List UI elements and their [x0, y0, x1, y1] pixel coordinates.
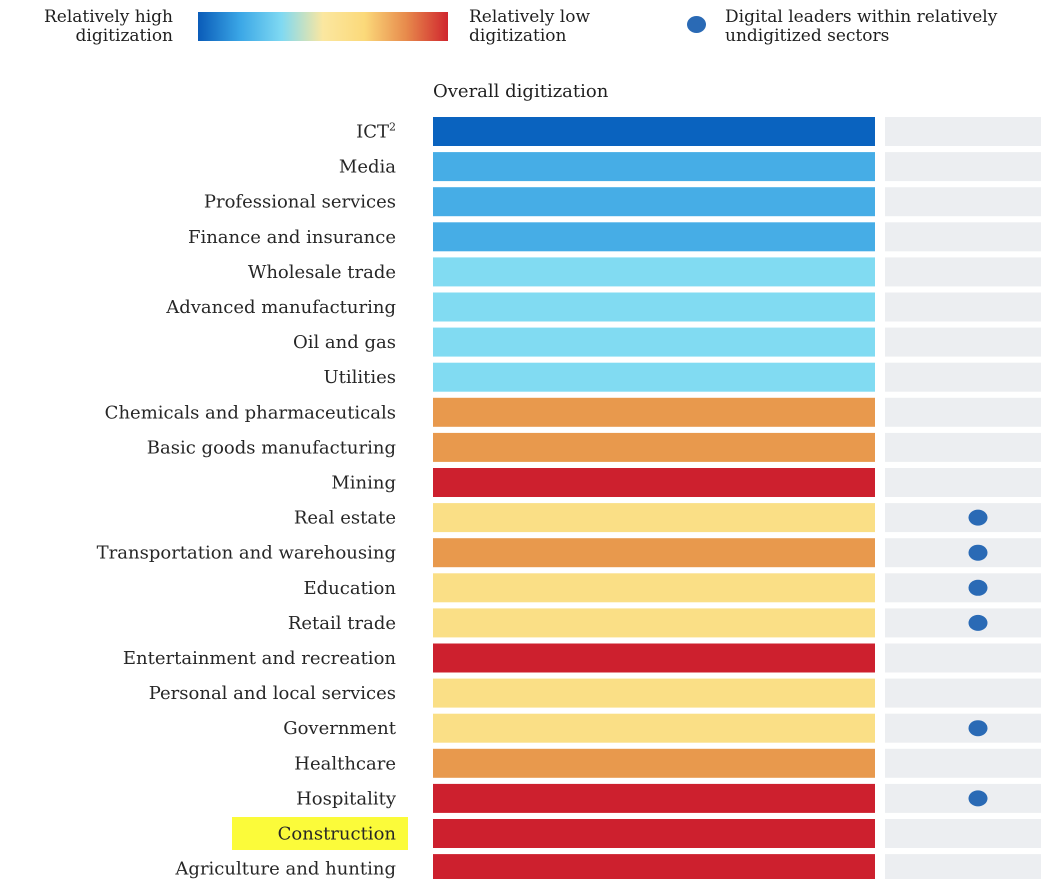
digitization-cell-finance-and-insurance: [433, 222, 875, 252]
leaders-cell-professional-services: [885, 187, 1041, 217]
digital-leaders-dot-education: [968, 579, 988, 596]
digitization-cell-agriculture-and-hunting: [433, 854, 875, 879]
digital-leaders-dot-real-estate: [968, 509, 988, 526]
digitization-cell-transportation-and-warehousing: [433, 538, 875, 568]
row-label-agriculture-and-hunting: Agriculture and hunting: [174, 859, 396, 879]
digitization-cell-professional-services: [433, 187, 875, 217]
row-label-hospitality: Hospitality: [296, 788, 397, 809]
digitization-cell-utilities: [433, 362, 875, 392]
leaders-cell-transportation-and-warehousing: [885, 538, 1041, 568]
leaders-cell-finance-and-insurance: [885, 222, 1041, 252]
digitization-cell-mining: [433, 468, 875, 497]
digital-leaders-dot-retail-trade: [968, 614, 988, 631]
digitization-cell-advanced-manufacturing: [433, 292, 875, 322]
label-highlight-construction: [232, 817, 408, 850]
leaders-cell-mining: [885, 468, 1041, 497]
column-header: Overall digitization: [433, 81, 609, 102]
digitization-cell-healthcare: [433, 748, 875, 778]
legend-leaders-label: Digital leaders within relatively undigi…: [725, 7, 998, 46]
digitization-cell-personal-and-local-services: [433, 678, 875, 708]
digitization-cell-construction: [433, 819, 875, 848]
digital-leaders-dot-hospitality: [968, 790, 988, 807]
legend-low-label: Relatively low digitization: [469, 7, 591, 46]
leaders-cell-personal-and-local-services: [885, 678, 1041, 708]
row-label-personal-and-local-services: Personal and local services: [149, 683, 396, 704]
legend-high-label: Relatively high digitization: [43, 7, 173, 46]
digitization-cell-chemicals-and-pharmaceuticals: [433, 397, 875, 427]
leaders-cell-retail-trade: [885, 608, 1041, 638]
leaders-cell-utilities: [885, 362, 1041, 392]
leaders-cell-healthcare: [885, 748, 1041, 778]
digitization-cell-oil-and-gas: [433, 327, 875, 357]
leaders-cell-advanced-manufacturing: [885, 292, 1041, 322]
row-label-construction: Construction: [278, 824, 397, 845]
leaders-cell-media: [885, 152, 1041, 182]
row-label-retail-trade: Retail trade: [288, 613, 396, 634]
digital-leaders-dot-government: [968, 720, 988, 737]
leaders-cell-ict: [885, 117, 1041, 146]
digitization-cell-retail-trade: [433, 608, 875, 638]
digitization-cell-basic-goods-manufacturing: [433, 432, 875, 462]
row-label-education: Education: [304, 578, 397, 599]
digitization-cell-government: [433, 713, 875, 743]
leaders-cell-hospitality: [885, 783, 1041, 813]
row-label-advanced-manufacturing: Advanced manufacturing: [165, 297, 396, 318]
digitization-cell-entertainment-and-recreation: [433, 643, 875, 673]
digitization-cell-hospitality: [433, 783, 875, 813]
leaders-cell-construction: [885, 819, 1041, 848]
row-label-professional-services: Professional services: [204, 192, 396, 213]
digital-leaders-dot-transportation-and-warehousing: [968, 544, 988, 561]
row-label-ict: ICT2: [356, 121, 396, 143]
digitization-cell-media: [433, 152, 875, 182]
row-label-wholesale-trade: Wholesale trade: [248, 262, 396, 283]
row-label-utilities: Utilities: [323, 367, 396, 388]
legend-gradient-bar: [198, 12, 448, 41]
row-label-chemicals-and-pharmaceuticals: Chemicals and pharmaceuticals: [105, 402, 396, 423]
digital-leaders-dot-icon: [687, 16, 706, 33]
row-label-government: Government: [283, 718, 397, 739]
row-label-mining: Mining: [331, 473, 396, 494]
digitization-cell-real-estate: [433, 503, 875, 533]
row-label-real-estate: Real estate: [294, 508, 396, 529]
leaders-cell-oil-and-gas: [885, 327, 1041, 357]
row-label-oil-and-gas: Oil and gas: [293, 332, 396, 353]
row-label-basic-goods-manufacturing: Basic goods manufacturing: [147, 437, 396, 458]
leaders-cell-entertainment-and-recreation: [885, 643, 1041, 673]
row-label-media: Media: [339, 157, 396, 178]
leaders-cell-wholesale-trade: [885, 257, 1041, 287]
row-label-finance-and-insurance: Finance and insurance: [188, 227, 396, 248]
row-label-transportation-and-warehousing: Transportation and warehousing: [97, 543, 396, 564]
leaders-cell-agriculture-and-hunting: [885, 854, 1041, 879]
leaders-cell-chemicals-and-pharmaceuticals: [885, 397, 1041, 427]
leaders-cell-real-estate: [885, 503, 1041, 533]
leaders-cell-government: [885, 713, 1041, 743]
row-label-entertainment-and-recreation: Entertainment and recreation: [123, 648, 397, 669]
digitization-cell-education: [433, 573, 875, 603]
leaders-cell-basic-goods-manufacturing: [885, 432, 1041, 462]
digitization-cell-wholesale-trade: [433, 257, 875, 287]
digitization-cell-ict: [433, 117, 875, 146]
leaders-cell-education: [885, 573, 1041, 603]
row-label-healthcare: Healthcare: [294, 753, 396, 774]
